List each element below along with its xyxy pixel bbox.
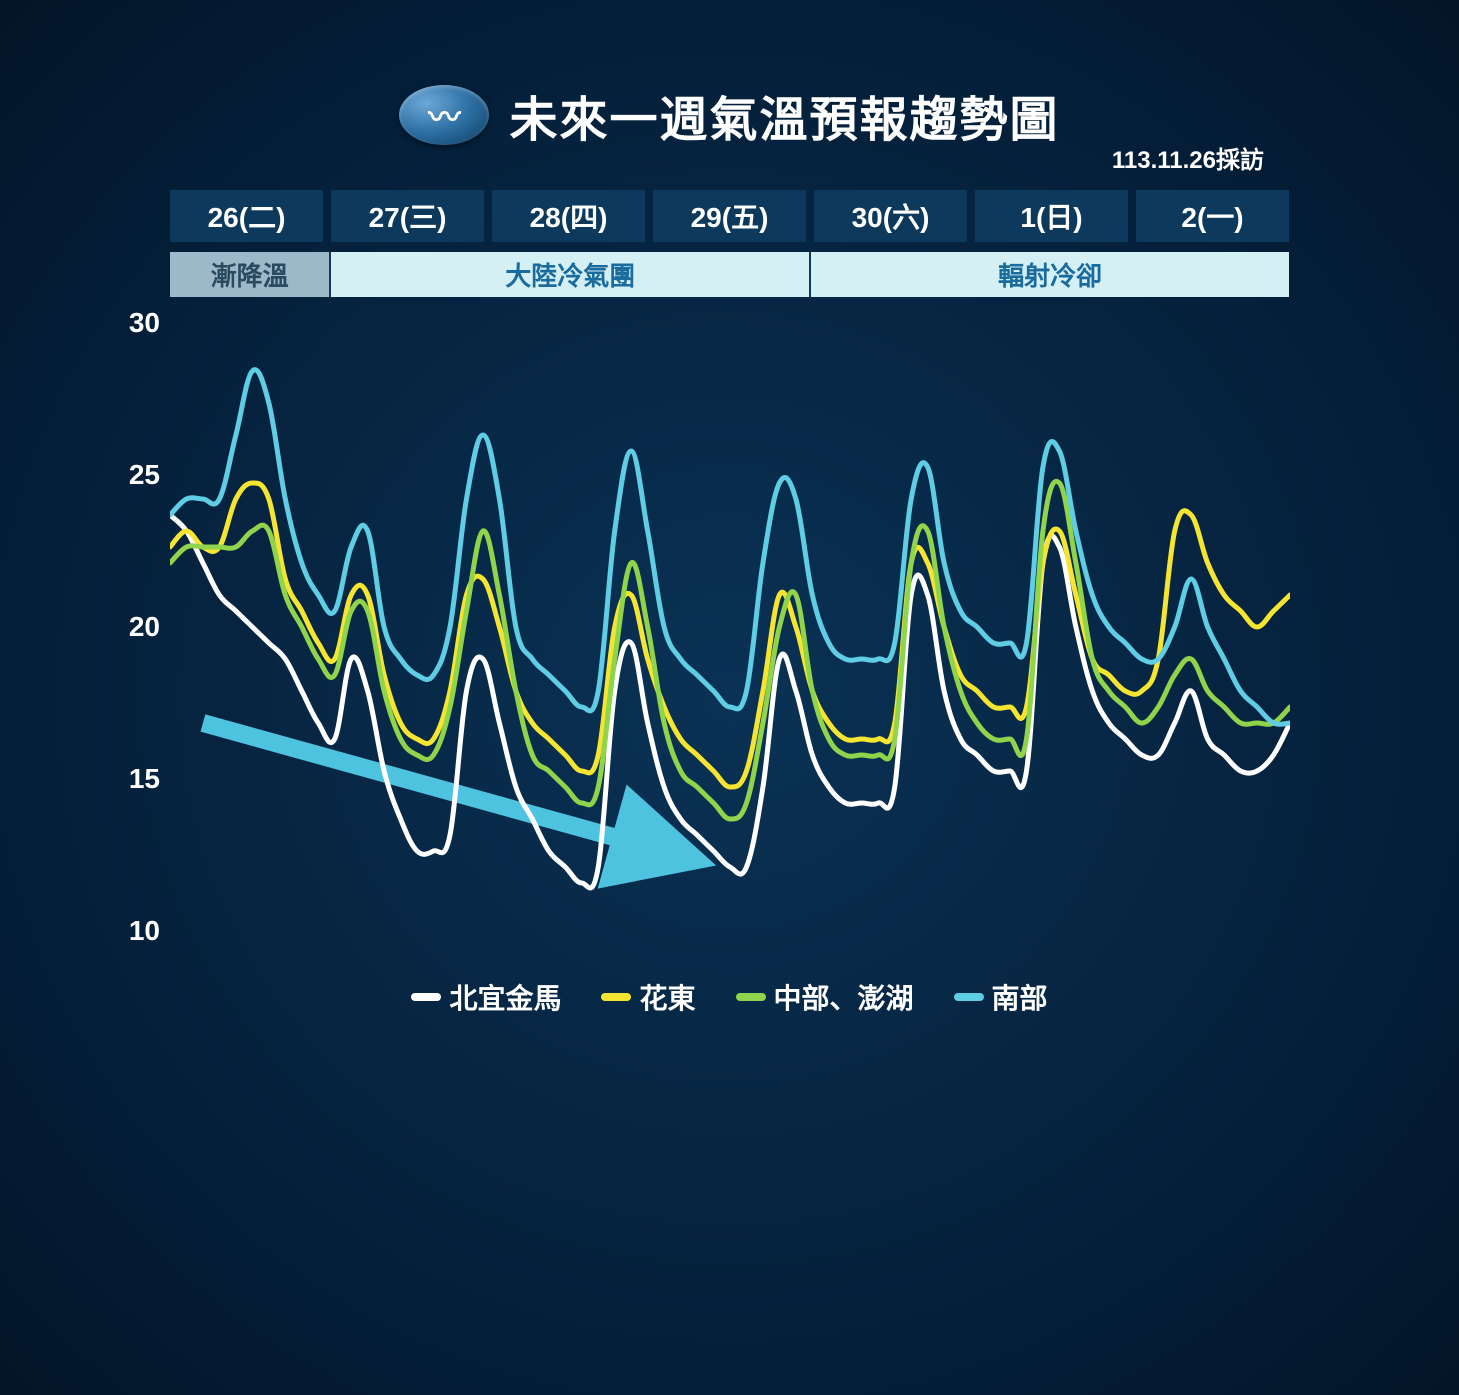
legend-swatch [736,993,766,1001]
chart-area: 3025201510 [170,307,1289,947]
legend-item: 花東 [601,977,695,1017]
legend-label: 中部、澎湖 [774,977,914,1017]
phase-cell: 大陸冷氣團 [331,252,811,297]
day-cell: 30(六) [814,190,967,242]
day-cell: 27(三) [331,190,484,242]
y-tick-label: 25 [110,459,160,491]
weather-forecast-chart: 〰 未來一週氣溫預報趨勢圖 113.11.26採訪 26(二)27(三)28(四… [0,0,1459,1395]
y-tick-label: 30 [110,307,160,339]
legend-item: 中部、澎湖 [736,977,914,1017]
day-cell: 1(日) [975,190,1128,242]
y-axis-labels: 30 25 20 15 10 [110,307,160,947]
day-header-row: 26(二)27(三)28(四)29(五)30(六)1(日)2(一) [170,190,1289,242]
chart-subtitle: 113.11.26採訪 [1112,140,1264,175]
legend-swatch [954,993,984,1001]
content: 26(二)27(三)28(四)29(五)30(六)1(日)2(一) 漸降溫大陸冷… [170,190,1289,1017]
header: 〰 未來一週氣溫預報趨勢圖 113.11.26採訪 [0,0,1459,150]
legend-label: 花東 [639,977,695,1017]
cwb-logo-icon: 〰 [399,85,489,145]
legend-item: 北宜金馬 [411,977,561,1017]
phase-cell: 漸降溫 [170,252,331,297]
phase-row: 漸降溫大陸冷氣團輻射冷卻 [170,252,1289,297]
day-cell: 28(四) [492,190,645,242]
y-tick-label: 15 [110,763,160,795]
day-cell: 29(五) [653,190,806,242]
series-line [170,483,1290,787]
legend: 北宜金馬 花東 中部、澎湖 南部 [170,977,1289,1017]
legend-label: 南部 [992,977,1048,1017]
legend-swatch [601,993,631,1001]
phase-cell: 輻射冷卻 [811,252,1289,297]
chart-title: 未來一週氣溫預報趨勢圖 [509,80,1059,150]
day-cell: 26(二) [170,190,323,242]
day-cell: 2(一) [1136,190,1289,242]
legend-label: 北宜金馬 [449,977,561,1017]
legend-swatch [411,993,441,1001]
y-tick-label: 20 [110,611,160,643]
line-chart-svg [170,307,1290,947]
y-tick-label: 10 [110,915,160,947]
legend-item: 南部 [954,977,1048,1017]
swirl-icon: 〰 [428,92,460,138]
